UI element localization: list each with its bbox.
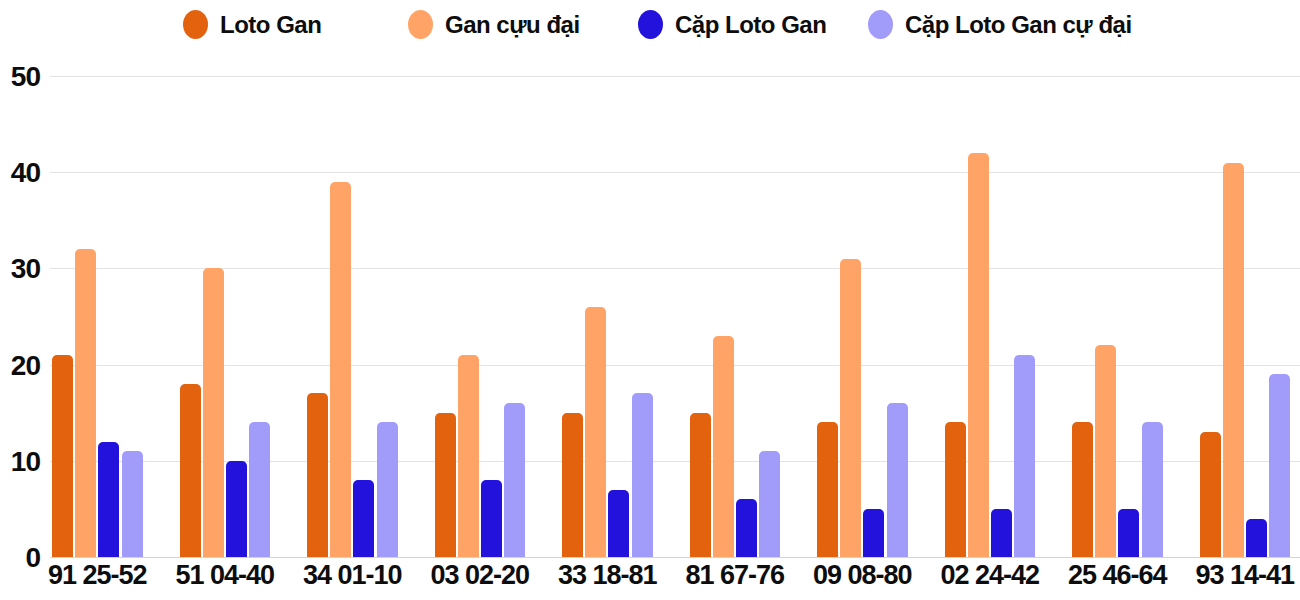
bar-gan-cựu-đại[interactable] (840, 259, 861, 557)
y-axis-tick-label: 20 (0, 352, 40, 380)
bar-group-33-18-81 (562, 76, 653, 557)
bar-cặp-loto-gan[interactable] (863, 509, 884, 557)
bar-gan-cựu-đại[interactable] (968, 153, 989, 557)
bar-cặp-loto-gan-cự-đại[interactable] (887, 403, 908, 557)
chart-legend: Loto Gan Gan cựu đại Cặp Loto Gan Cặp Loto … (0, 0, 1300, 52)
legend-swatch-icon (183, 10, 208, 39)
legend-label: Cặp Loto Gan cự đại (905, 11, 1132, 39)
bar-gan-cựu-đại[interactable] (75, 249, 96, 557)
legend-label: Gan cựu đại (445, 11, 580, 39)
bar-group-02-24-42 (945, 76, 1036, 557)
legend-item-4[interactable]: Cặp Loto Gan cự đại (868, 10, 1132, 39)
bar-loto-gan[interactable] (817, 422, 838, 557)
bar-group-09-08-80 (817, 76, 908, 557)
bar-cặp-loto-gan[interactable] (608, 490, 629, 557)
bar-loto-gan[interactable] (945, 422, 966, 557)
bar-gan-cựu-đại[interactable] (1095, 345, 1116, 557)
bar-loto-gan[interactable] (180, 384, 201, 557)
bar-cặp-loto-gan-cự-đại[interactable] (1269, 374, 1290, 557)
bar-gan-cựu-đại[interactable] (585, 307, 606, 557)
bar-cặp-loto-gan[interactable] (991, 509, 1012, 557)
legend-item-2[interactable]: Gan cựu đại (408, 10, 580, 39)
bar-cặp-loto-gan-cự-đại[interactable] (632, 393, 653, 557)
y-axis-tick-label: 50 (0, 63, 40, 91)
gridline-0 (50, 557, 1300, 558)
bar-cặp-loto-gan-cự-đại[interactable] (759, 451, 780, 557)
bar-group-51-04-40 (180, 76, 271, 557)
bar-cặp-loto-gan-cự-đại[interactable] (1142, 422, 1163, 557)
y-axis-tick-label: 40 (0, 159, 40, 187)
legend-item-1[interactable]: Loto Gan (183, 10, 321, 39)
bar-group-25-46-64 (1072, 76, 1163, 557)
bar-cặp-loto-gan-cự-đại[interactable] (377, 422, 398, 557)
bar-cặp-loto-gan[interactable] (98, 442, 119, 557)
bar-group-03-02-20 (435, 76, 526, 557)
bar-cặp-loto-gan-cự-đại[interactable] (1014, 355, 1035, 557)
bar-loto-gan[interactable] (307, 393, 328, 557)
bar-group-34-01-10 (307, 76, 398, 557)
bar-cặp-loto-gan[interactable] (226, 461, 247, 557)
bar-group-93-14-41 (1200, 76, 1291, 557)
legend-swatch-icon (638, 10, 663, 39)
legend-label: Cặp Loto Gan (675, 11, 826, 39)
bar-gan-cựu-đại[interactable] (458, 355, 479, 557)
grouped-bar-chart: Loto Gan Gan cựu đại Cặp Loto Gan Cặp Loto … (0, 0, 1300, 600)
bar-gan-cựu-đại[interactable] (330, 182, 351, 557)
bar-cặp-loto-gan[interactable] (481, 480, 502, 557)
bar-loto-gan[interactable] (1072, 422, 1093, 557)
bar-cặp-loto-gan-cự-đại[interactable] (504, 403, 525, 557)
bar-cặp-loto-gan[interactable] (1118, 509, 1139, 557)
bar-cặp-loto-gan-cự-đại[interactable] (122, 451, 143, 557)
bar-loto-gan[interactable] (562, 413, 583, 557)
bar-group-81-67-76 (690, 76, 781, 557)
x-axis-category-label: 93 14-41 (1165, 562, 1300, 589)
legend-swatch-icon (408, 10, 433, 39)
y-axis-tick-label: 30 (0, 255, 40, 283)
bar-cặp-loto-gan[interactable] (736, 499, 757, 557)
bar-gan-cựu-đại[interactable] (1223, 163, 1244, 557)
legend-label: Loto Gan (220, 11, 321, 39)
bar-gan-cựu-đại[interactable] (713, 336, 734, 557)
bar-loto-gan[interactable] (435, 413, 456, 557)
bar-cặp-loto-gan[interactable] (353, 480, 374, 557)
plot-area (50, 77, 1300, 558)
bar-loto-gan[interactable] (1200, 432, 1221, 557)
bar-loto-gan[interactable] (52, 355, 73, 557)
y-axis-tick-label: 10 (0, 448, 40, 476)
bar-group-91-25-52 (52, 76, 143, 557)
bar-cặp-loto-gan[interactable] (1246, 519, 1267, 557)
legend-item-3[interactable]: Cặp Loto Gan (638, 10, 826, 39)
bar-gan-cựu-đại[interactable] (203, 268, 224, 557)
bar-loto-gan[interactable] (690, 413, 711, 557)
legend-swatch-icon (868, 10, 893, 39)
bar-cặp-loto-gan-cự-đại[interactable] (249, 422, 270, 557)
